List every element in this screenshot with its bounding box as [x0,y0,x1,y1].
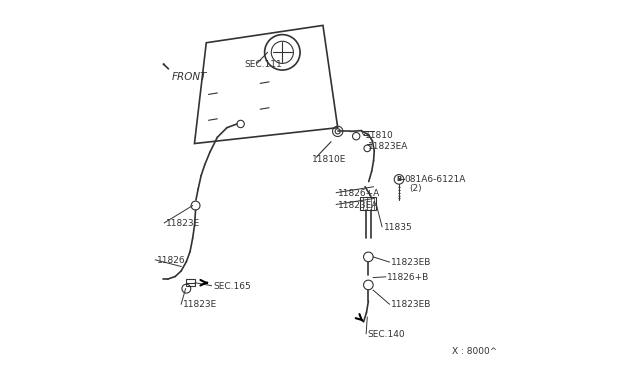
Text: 11810: 11810 [365,131,394,140]
Circle shape [394,174,404,184]
Text: SEC.140: SEC.140 [367,330,405,339]
Text: 11823E: 11823E [182,300,217,310]
Text: 11810E: 11810E [312,155,346,164]
Text: 11835: 11835 [383,223,412,232]
Text: B: B [396,176,402,182]
Text: 11826: 11826 [157,256,186,265]
Text: 11823EB: 11823EB [391,300,431,310]
Text: 11823EA: 11823EA [368,142,408,151]
Text: 11823EB: 11823EB [391,258,431,267]
Text: FRONT: FRONT [172,72,207,82]
Text: X : 8000^: X : 8000^ [452,347,497,356]
Text: 081A6-6121A: 081A6-6121A [404,175,465,184]
Text: 11826+A: 11826+A [338,189,380,198]
Text: (2): (2) [410,185,422,193]
Text: 11823E: 11823E [166,219,200,228]
Text: 11823EA: 11823EA [338,201,378,210]
FancyBboxPatch shape [186,279,195,286]
Text: 11826+B: 11826+B [387,273,429,282]
Text: SEC.111: SEC.111 [244,60,282,69]
Text: SEC.165: SEC.165 [213,282,251,291]
